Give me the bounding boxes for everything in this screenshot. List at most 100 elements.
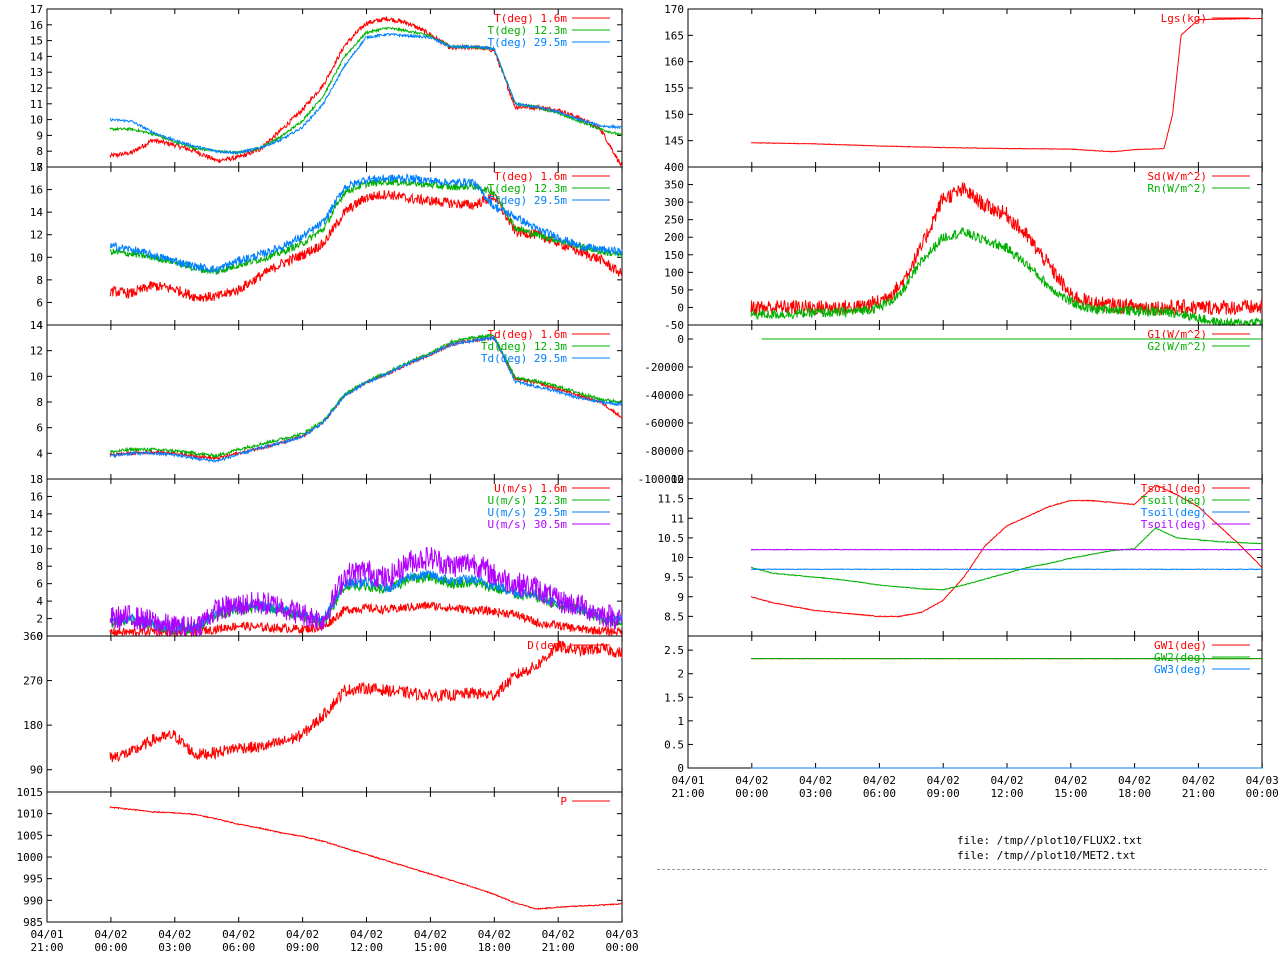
y-tick-label: 0.5 (664, 738, 684, 751)
series-line-t_temp-2 (109, 32, 623, 156)
y-tick-label: -20000 (644, 361, 684, 374)
y-tick-label: 10.5 (658, 532, 685, 545)
y-tick-label: -60000 (644, 417, 684, 430)
y-tick-label: 11 (671, 512, 684, 525)
y-tick-label: 145 (664, 135, 684, 148)
y-tick-label: 12 (30, 525, 43, 538)
panel-t_temp: 7 8 9 10 11 12 13 14 15 16 17 T(deg) 1.6mT(deg) 12.… (30, 3, 623, 174)
legend-label: Lgs(kg) (1161, 12, 1207, 25)
panel-tsoil: 8.599.51010.51111.512Tsoil(deg)Tsoil(deg… (658, 473, 1263, 637)
x-tick-date: 04/02 (990, 774, 1023, 787)
x-tick-date: 04/02 (1118, 774, 1151, 787)
x-tick-date: 04/02 (863, 774, 896, 787)
series-line-td_dew-2 (109, 335, 623, 463)
panel-d_dir: 90 180 270 360 D(deg) (23, 630, 623, 793)
y-tick-label: 11.5 (658, 493, 685, 506)
y-tick-label: 990 (23, 894, 43, 907)
y-tick-label: 14 (30, 319, 44, 332)
legend-label: Tsoil(deg) (1141, 518, 1207, 531)
series-line-tsoil-0 (750, 484, 1262, 618)
panel-t_second: 4 6 8 10 12 14 16 18 T(deg) 1.6mT(deg) 12.3mT(de… (30, 161, 623, 332)
x-tick-date: 04/02 (222, 928, 255, 941)
y-tick-label: 14 (30, 206, 44, 219)
y-tick-label: 1.5 (664, 691, 684, 704)
y-tick-label: 16 (30, 184, 43, 197)
x-tick-time: 00:00 (735, 787, 768, 800)
series-line-rad-1 (750, 227, 1263, 327)
legend-label: Td(deg) 1.6m (488, 328, 568, 341)
y-tick-label: 200 (664, 231, 684, 244)
y-tick-label: 50 (671, 284, 684, 297)
x-tick-time: 21:00 (1182, 787, 1215, 800)
x-tick-date: 04/02 (350, 928, 383, 941)
y-tick-label: 985 (23, 916, 43, 929)
legend-label: Rn(W/m^2) (1147, 182, 1207, 195)
y-tick-label: 14 (30, 50, 44, 63)
y-tick-label: 10 (30, 114, 43, 127)
legend-label: Sd(W/m^2) (1147, 170, 1207, 183)
y-tick-label: 1010 (17, 808, 44, 821)
x-tick-time: 21:00 (30, 941, 63, 954)
legend-label: G2(W/m^2) (1147, 340, 1207, 353)
legend-label: T(deg) 1.6m (494, 170, 567, 183)
y-tick-label: 9 (36, 129, 43, 142)
legend-label: Tsoil(deg) (1141, 494, 1207, 507)
y-tick-label: 8 (36, 396, 43, 409)
legend-label: Td(deg) 12.3m (481, 340, 567, 353)
y-tick-label: 8 (36, 560, 43, 573)
x-tick-time: 09:00 (927, 787, 960, 800)
legend-label: GW1(deg) (1154, 639, 1207, 652)
x-tick-time: 18:00 (478, 941, 511, 954)
y-tick-label: 160 (664, 56, 684, 69)
legend-label: Tsoil(deg) (1141, 506, 1207, 519)
y-tick-label: 18 (30, 473, 43, 486)
y-tick-label: 180 (23, 719, 43, 732)
legend-label: GW2(deg) (1154, 651, 1207, 664)
x-tick-date: 04/02 (286, 928, 319, 941)
y-tick-label: 10 (30, 251, 43, 264)
x-tick-time: 21:00 (542, 941, 575, 954)
x-tick-date: 04/02 (735, 774, 768, 787)
y-tick-label: 2.5 (664, 644, 684, 657)
panel-ground_flux: -100000 -80000 -60000 -40000 -20000 0 G1(W/m^2… (638, 324, 1263, 486)
series-line-d_dir-0 (109, 640, 623, 763)
y-tick-label: 0 (677, 301, 684, 314)
y-tick-label: 4 (36, 319, 43, 332)
y-tick-label: 10 (30, 370, 43, 383)
legend-label: U(m/s) 12.3m (488, 494, 568, 507)
y-tick-label: 9.5 (664, 571, 684, 584)
file-label-2: file: /tmp//plot10/MET2.txt (957, 849, 1136, 862)
y-tick-label: 6 (36, 578, 43, 591)
y-tick-label: 13 (30, 66, 43, 79)
y-tick-label: 165 (664, 29, 684, 42)
x-tick-time: 12:00 (350, 941, 383, 954)
y-tick-label: 270 (23, 675, 43, 688)
series-line-t_second-2 (109, 172, 623, 275)
legend-label: P (560, 795, 567, 808)
y-tick-label: 12 (671, 473, 684, 486)
x-tick-date: 04/02 (478, 928, 511, 941)
y-tick-label: 100 (664, 266, 684, 279)
x-tick-time: 06:00 (222, 941, 255, 954)
panel-rad: -50 0 50 100 150 200 250 300 350 400 Sd(W/m^2)Rn(W… (664, 161, 1263, 332)
x-tick-time: 00:00 (94, 941, 127, 954)
panel-p_press: 985 990 995 1000 1005 1010 1015 P (17, 786, 623, 929)
y-tick-label: 170 (664, 3, 684, 16)
series-line-t_second-1 (109, 178, 623, 275)
separator-line (657, 869, 1267, 870)
y-tick-label: 4 (36, 447, 43, 460)
legend-label: T(deg) 29.5m (488, 194, 568, 207)
legend-label: T(deg) 1.6m (494, 12, 567, 25)
legend-label: GW3(deg) (1154, 663, 1207, 676)
legend-label: T(deg) 12.3m (488, 182, 568, 195)
y-tick-label: 1000 (17, 851, 44, 864)
x-tick-date: 04/01 (30, 928, 63, 941)
x-tick-date: 04/01 (671, 774, 704, 787)
y-tick-label: -100000 (638, 473, 684, 486)
y-tick-label: 16 (30, 490, 43, 503)
series-line-u_wind-2 (109, 569, 623, 634)
y-tick-label: 0 (677, 333, 684, 346)
y-tick-label: 155 (664, 82, 684, 95)
